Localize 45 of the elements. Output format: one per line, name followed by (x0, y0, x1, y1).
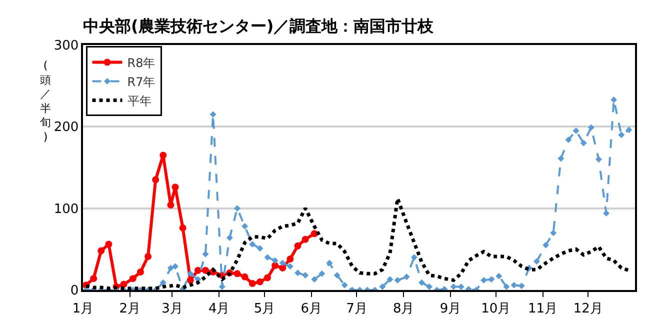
x-tick-label: 11月 (528, 301, 558, 316)
x-tick-label: 2月 (119, 301, 141, 316)
point (152, 176, 160, 184)
y-axis-title: (頭／半旬) (40, 59, 51, 144)
point (90, 275, 98, 282)
point (144, 253, 152, 260)
x-tick-label: 5月 (254, 301, 276, 316)
x-tick-label: 3月 (162, 301, 183, 316)
point (202, 266, 209, 274)
point (105, 240, 112, 248)
point (172, 184, 179, 191)
point (256, 278, 264, 286)
x-tick-label: 7月 (346, 301, 368, 316)
chart-title: 中央部(農業技術センター)／調査地：南国市廿枝 (83, 16, 435, 36)
point (264, 274, 271, 282)
x-tick-label: 10月 (481, 301, 511, 316)
point (279, 264, 286, 272)
y-tick-label: 0 (70, 284, 79, 299)
y-tick-label: 200 (54, 120, 79, 136)
x-tick-label: 1月 (72, 301, 94, 316)
point (194, 266, 202, 274)
y-tick-label: 300 (54, 38, 79, 54)
point (160, 152, 167, 159)
point (234, 270, 241, 278)
x-tick-label: 12月 (573, 301, 603, 316)
x-tick-label: 4月 (208, 301, 230, 316)
y-tick-label: 100 (54, 202, 79, 217)
x-tick-label: 6月 (300, 301, 322, 316)
legend-label: 平年 (127, 94, 152, 108)
point (241, 273, 248, 280)
point (302, 236, 309, 243)
legend-label: R7年 (127, 74, 156, 89)
point (186, 276, 194, 284)
point (167, 202, 174, 209)
point (129, 275, 136, 282)
point (272, 262, 279, 269)
x-tick-label: 8月 (392, 301, 414, 316)
point (286, 255, 294, 262)
point (179, 224, 186, 232)
point (294, 242, 302, 250)
point (248, 280, 256, 287)
point (98, 247, 105, 254)
legend-label: R8年 (127, 56, 156, 70)
point (136, 268, 144, 276)
x-tick-label: 9月 (440, 301, 462, 316)
